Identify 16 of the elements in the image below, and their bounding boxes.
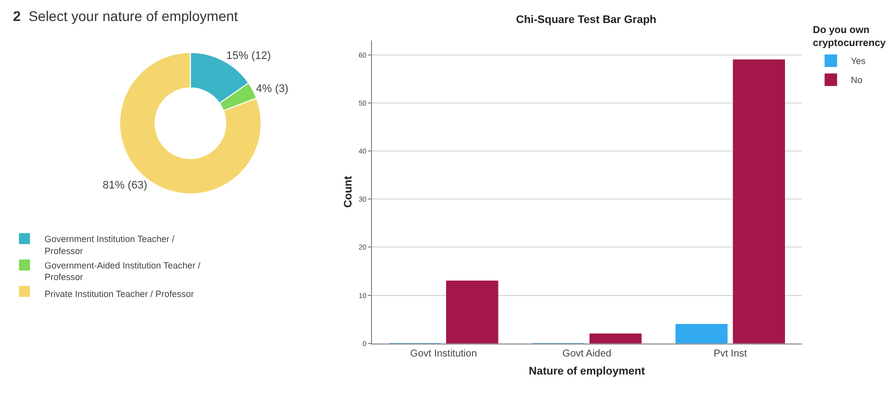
- data-label: 4% (3): [256, 83, 288, 96]
- data-label: 15% (12): [226, 50, 271, 62]
- y-axis-title: Count: [342, 176, 354, 208]
- x-tick-label: Govt Aided: [562, 348, 612, 360]
- data-label: 81% (63): [102, 179, 148, 192]
- legend-label: Private Institution Teacher / Professor: [44, 289, 194, 300]
- legend-title: Do you own cryptocurrency: [812, 25, 886, 50]
- x-axis-title: Nature of employment: [528, 366, 646, 378]
- x-tick-label: Govt Institution: [410, 348, 477, 360]
- legend-label: Government-Aided Institution Teacher / Professor: [44, 260, 201, 282]
- legend-label: Yes: [850, 56, 866, 66]
- legend-label: Government Institution Teacher / Professor: [44, 234, 175, 256]
- chart-title: 2 Select your nature of employment: [13, 8, 238, 24]
- x-tick-label: Pvt Inst: [714, 348, 748, 360]
- chart-title: Chi-Square Test Bar Graph: [516, 14, 657, 26]
- legend-label: No: [850, 75, 862, 86]
